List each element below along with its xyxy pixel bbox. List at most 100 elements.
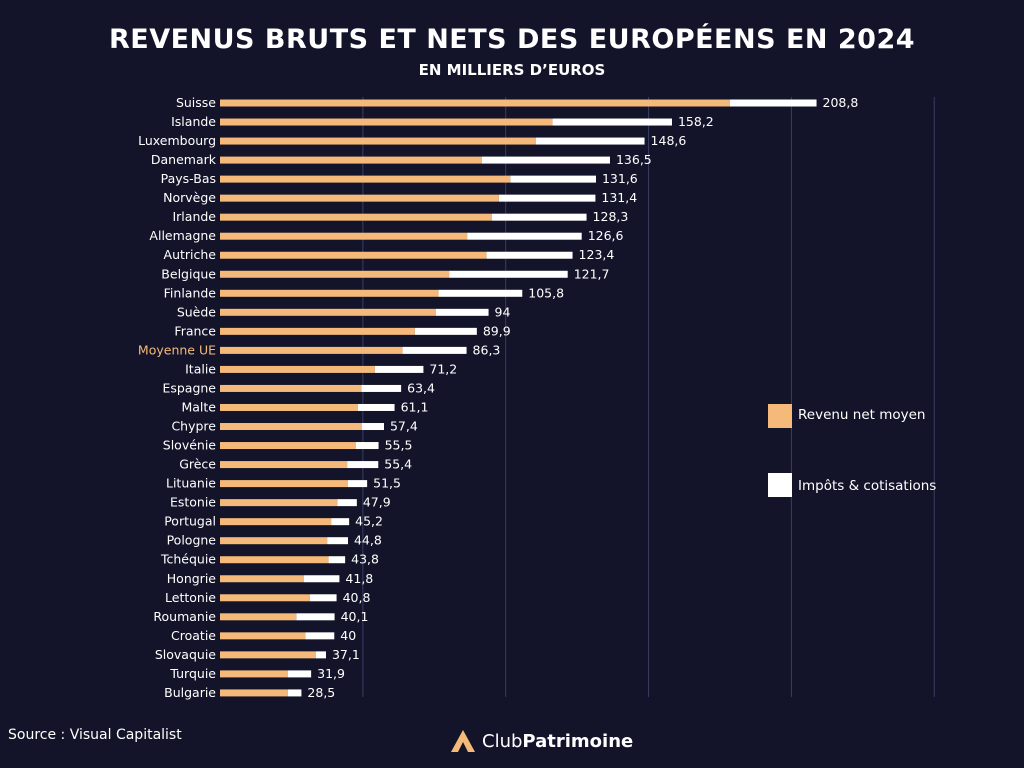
bar-taxes-12 (414, 327, 477, 335)
category-label-5: Norvège (163, 190, 216, 205)
value-label-7: 126,6 (588, 228, 624, 243)
category-label-8: Autriche (164, 247, 217, 262)
bar-taxes-26 (309, 594, 337, 602)
bar-net-26 (220, 594, 310, 602)
value-label-26: 40,8 (343, 590, 371, 605)
bar-net-8 (220, 251, 487, 259)
bar-taxes-28 (305, 632, 335, 640)
category-label-30: Turquie (169, 666, 216, 681)
value-label-31: 28,5 (307, 685, 335, 700)
value-label-2: 148,6 (651, 133, 687, 148)
category-label-18: Slovénie (163, 438, 217, 453)
value-label-17: 57,4 (390, 419, 418, 434)
bar-net-6 (220, 213, 492, 221)
bar-taxes-14 (374, 365, 424, 373)
chart-title: REVENUS BRUTS ET NETS DES EUROPÉENS EN 2… (108, 24, 916, 55)
bar-net-30 (220, 670, 288, 678)
value-label-14: 71,2 (429, 361, 457, 376)
category-label-20: Lituanie (166, 476, 216, 491)
bar-net-31 (220, 689, 288, 697)
value-label-10: 105,8 (528, 285, 564, 300)
bar-taxes-30 (287, 670, 312, 678)
value-label-6: 128,3 (593, 209, 629, 224)
legend-label-net: Revenu net moyen (798, 407, 926, 423)
value-label-29: 37,1 (332, 647, 360, 662)
bar-taxes-31 (287, 689, 302, 697)
bar-net-29 (220, 651, 316, 659)
value-label-8: 123,4 (579, 247, 615, 262)
bar-taxes-6 (491, 213, 587, 221)
bar-taxes-10 (438, 289, 523, 297)
bar-net-16 (220, 403, 358, 411)
bar-taxes-18 (355, 442, 379, 450)
bar-net-12 (220, 327, 415, 335)
legend-swatch-taxes (768, 473, 792, 497)
category-label-31: Bulgarie (164, 685, 216, 700)
value-label-25: 41,8 (345, 571, 373, 586)
bar-net-17 (220, 423, 362, 431)
bar-taxes-8 (486, 251, 573, 259)
category-label-22: Portugal (164, 514, 216, 529)
bar-net-22 (220, 518, 332, 526)
value-label-3: 136,5 (616, 152, 652, 167)
category-label-1: Islande (171, 114, 216, 129)
category-label-2: Luxembourg (138, 133, 216, 148)
category-label-17: Chypre (171, 419, 216, 434)
bar-taxes-22 (331, 518, 350, 526)
bars-layer (220, 99, 817, 697)
bar-taxes-20 (347, 480, 368, 488)
category-label-0: Suisse (176, 95, 216, 110)
bar-taxes-5 (498, 194, 596, 202)
bar-taxes-13 (402, 346, 467, 354)
value-label-9: 121,7 (574, 266, 610, 281)
brand-name-light: Club (482, 730, 523, 752)
bar-net-25 (220, 575, 304, 583)
value-label-21: 47,9 (363, 495, 391, 510)
category-label-7: Allemagne (149, 228, 216, 243)
bar-taxes-21 (337, 499, 357, 507)
chart-subtitle: EN MILLIERS D’EUROS (418, 61, 606, 79)
value-label-16: 61,1 (401, 399, 429, 414)
category-label-24: Tchéquie (160, 552, 216, 567)
bar-net-4 (220, 175, 511, 183)
bar-taxes-16 (357, 403, 395, 411)
value-label-23: 44,8 (354, 533, 382, 548)
grid-layer (362, 97, 935, 697)
value-label-19: 55,4 (384, 457, 412, 472)
category-label-29: Slovaquie (155, 647, 216, 662)
bar-net-0 (220, 99, 730, 107)
category-label-21: Estonie (170, 495, 216, 510)
category-label-25: Hongrie (167, 571, 217, 586)
bar-taxes-1 (552, 118, 672, 126)
value-label-18: 55,5 (385, 438, 413, 453)
brand-name-bold: Patrimoine (522, 730, 634, 752)
bar-taxes-11 (435, 308, 489, 316)
category-label-11: Suède (177, 304, 216, 319)
value-label-20: 51,5 (373, 476, 401, 491)
category-label-9: Belgique (161, 266, 216, 281)
category-label-28: Croatie (171, 628, 216, 643)
bar-taxes-0 (729, 99, 817, 107)
value-label-13: 86,3 (473, 342, 501, 357)
category-label-27: Roumanie (153, 609, 216, 624)
bar-net-13 (220, 346, 403, 354)
category-label-6: Irlande (172, 209, 216, 224)
bar-net-5 (220, 194, 499, 202)
value-label-1: 158,2 (678, 114, 714, 129)
bar-net-21 (220, 499, 338, 507)
bar-taxes-27 (296, 613, 335, 621)
bar-taxes-3 (481, 156, 610, 164)
value-label-24: 43,8 (351, 552, 379, 567)
bar-net-7 (220, 232, 468, 240)
bar-net-14 (220, 365, 375, 373)
value-label-27: 40,1 (341, 609, 369, 624)
category-label-26: Lettonie (165, 590, 216, 605)
bar-net-11 (220, 308, 436, 316)
bar-net-3 (220, 156, 482, 164)
labels-layer: Suisse 208,8 Islande 158,2 Luxembourg 148,6 Da… (138, 95, 858, 700)
bar-net-10 (220, 289, 439, 297)
bar-net-18 (220, 442, 356, 450)
bar-net-24 (220, 556, 329, 564)
value-label-30: 31,9 (317, 666, 345, 681)
